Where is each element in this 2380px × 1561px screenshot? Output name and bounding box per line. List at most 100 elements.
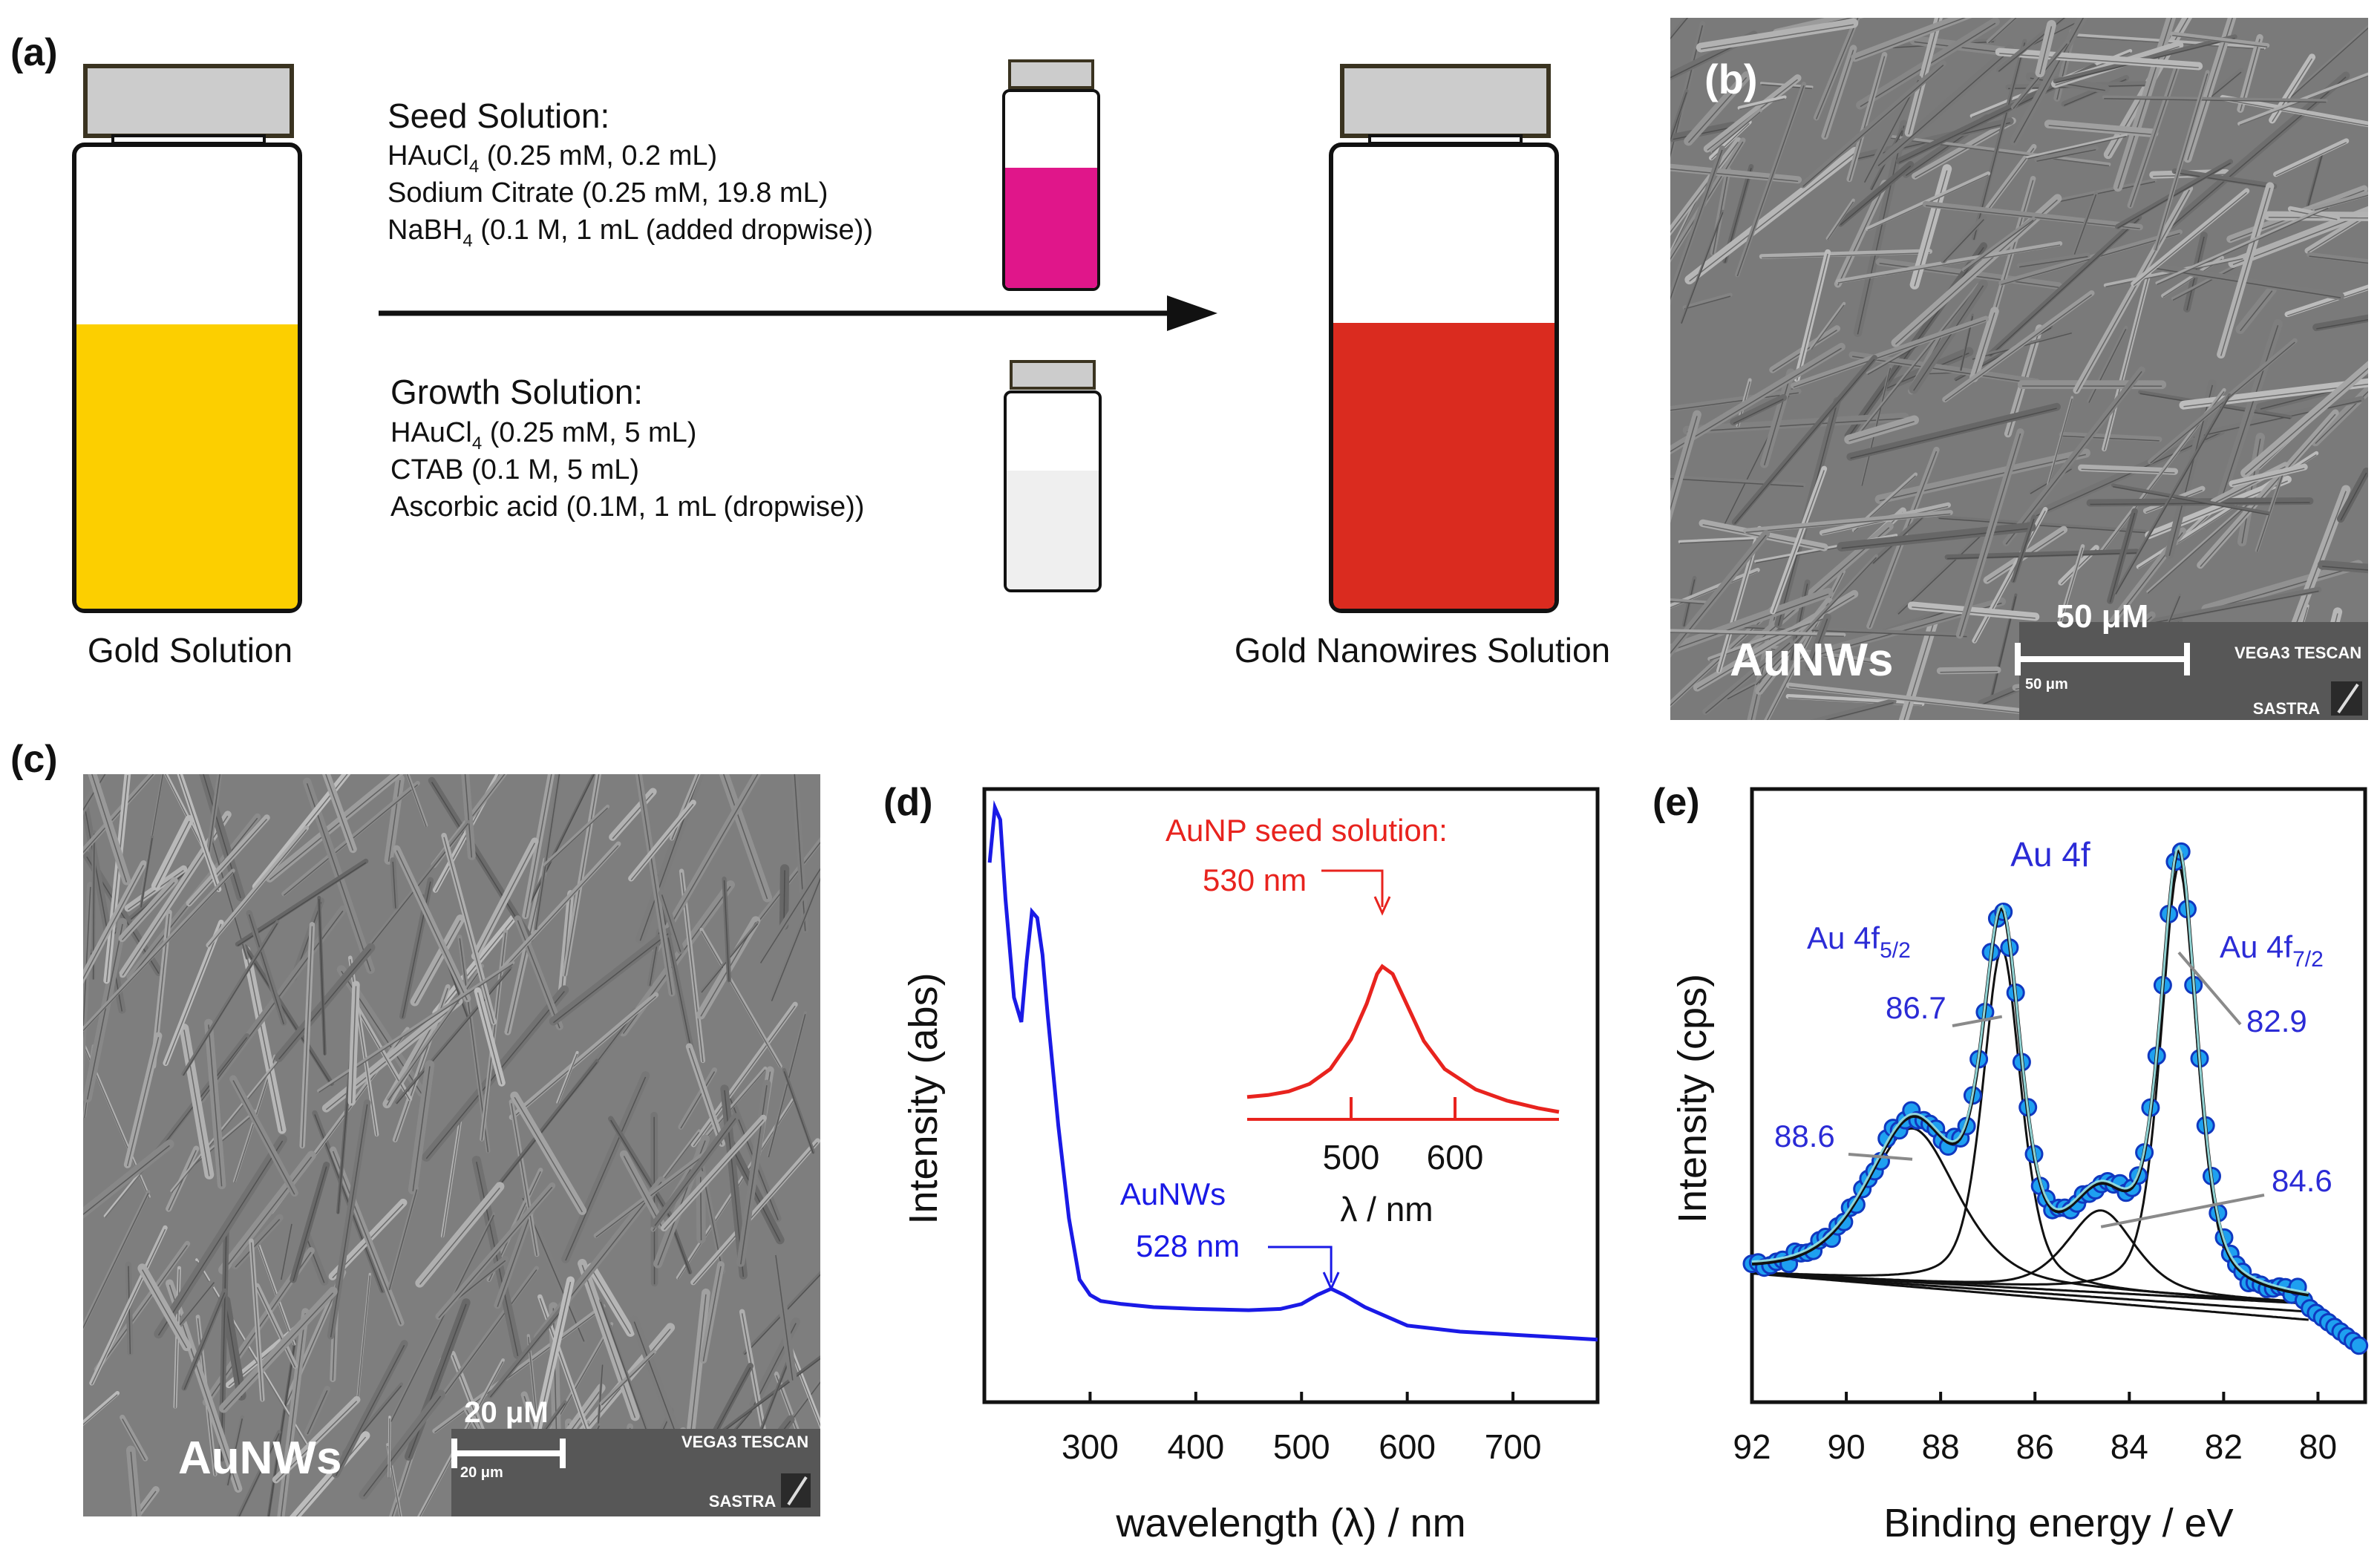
- scale-label: 50 μM: [2056, 598, 2149, 635]
- sem-streak-shadow: [1670, 192, 1701, 255]
- sem-streak-shadow: [511, 995, 657, 1119]
- sem-streak-shadow: [600, 1301, 655, 1450]
- sem-streak-shadow: [281, 1223, 292, 1280]
- sem-streak: [83, 1038, 151, 1199]
- sem-streak-shadow: [222, 1156, 313, 1272]
- sem-streak: [1809, 301, 1846, 350]
- sem-streak-shadow: [83, 871, 234, 1032]
- seed-line-3: NaBH4 (0.1 M, 1 mL (added dropwise)): [388, 215, 873, 251]
- sem-streak-shadow: [2206, 565, 2358, 612]
- peak-group-label-7-2: Au 4f7/2: [2220, 929, 2324, 972]
- sem-streak-shadow: [1915, 122, 2013, 178]
- growth-line-2: CTAB (0.1 M, 5 mL): [390, 454, 639, 485]
- sem-streak: [2336, 467, 2368, 523]
- nanowire-solution-vial: [1329, 64, 1559, 613]
- sem-streak-shadow: [2104, 98, 2327, 103]
- sem-streak-shadow: [2172, 261, 2248, 301]
- sem-streak: [274, 943, 376, 1062]
- sem-streak: [1730, 394, 1788, 426]
- sem-texture: [1670, 18, 2368, 720]
- sem-streak-shadow: [2088, 329, 2127, 403]
- sem-streak-shadow: [269, 774, 400, 880]
- sem-streak: [181, 920, 280, 1076]
- sem-streak-shadow: [435, 919, 514, 1015]
- scale-label: 20 μM: [464, 1396, 548, 1429]
- sem-streak-shadow: [1848, 56, 1886, 181]
- sem-streak-shadow: [306, 1237, 325, 1283]
- sem-streak-shadow: [2018, 255, 2088, 268]
- sem-streak-shadow: [2073, 194, 2097, 255]
- x-tick-label: 300: [1062, 1427, 1119, 1466]
- sem-streak-shadow: [1684, 295, 1731, 310]
- sem-streak: [1995, 18, 2067, 73]
- sem-streak-shadow: [1974, 510, 2046, 643]
- sem-streak: [218, 1151, 316, 1274]
- sem-streak-shadow: [1696, 595, 1855, 690]
- sem-streak: [1922, 200, 2143, 231]
- sem-streak-shadow: [2239, 75, 2368, 126]
- sem-streak-shadow: [688, 1047, 723, 1145]
- y-axis-label: Intensity (abs): [901, 972, 946, 1224]
- sem-streak: [272, 1395, 361, 1484]
- sem-streak: [236, 1430, 281, 1516]
- inset-peak-arrow-head: [1373, 896, 1391, 916]
- sem-streak-shadow: [174, 1282, 215, 1331]
- sem-streak: [94, 1240, 191, 1372]
- sem-streak-shadow: [1827, 201, 1854, 240]
- sem-streak: [410, 914, 465, 1007]
- sem-streak: [1983, 144, 2037, 214]
- sem-streak-shadow: [565, 1076, 647, 1261]
- sem-streak: [1684, 146, 1860, 285]
- sem-streak-shadow: [1808, 618, 1828, 670]
- peak-arrow-head: [1322, 1272, 1340, 1292]
- sem-streak: [2171, 168, 2278, 189]
- sem-streak: [1790, 315, 1990, 389]
- sem-streak-shadow: [1850, 408, 2057, 459]
- reaction-arrow: [379, 295, 1217, 331]
- sem-streak-shadow: [2117, 163, 2232, 229]
- sem-streak-shadow: [268, 1342, 295, 1516]
- x-axis: 300 400 500 600 700: [1062, 1392, 1541, 1466]
- sem-streak-shadow: [96, 1245, 188, 1372]
- sem-streak: [1708, 119, 1752, 161]
- sem-streak: [231, 1214, 284, 1270]
- sem-streak-shadow: [388, 1189, 418, 1291]
- sem-streak-shadow: [83, 1042, 150, 1199]
- sem-streak: [120, 1414, 148, 1462]
- sem-streak-shadow: [122, 1418, 146, 1461]
- sem-streak: [1754, 554, 1878, 686]
- sem-streak-shadow: [388, 779, 401, 863]
- sem-streak: [1909, 279, 1988, 394]
- sem-streak-shadow: [278, 948, 372, 1060]
- sem-streak-shadow: [183, 1030, 210, 1177]
- fit-envelope-cyan: [1751, 845, 2309, 1295]
- sem-streak-shadow: [1973, 42, 2026, 240]
- sem-streak-shadow: [2044, 398, 2073, 497]
- growth-title: Growth Solution:: [390, 373, 643, 411]
- scale-bar: [451, 1439, 566, 1468]
- sem-streak-shadow: [2304, 153, 2324, 217]
- sem-streak: [2237, 72, 2368, 126]
- sem-streak: [1987, 215, 2142, 357]
- inset-chart: AuNP seed solution: 530 nm 500 600 λ / nm: [1166, 813, 1560, 1228]
- sem-streak-shadow: [722, 774, 768, 900]
- sem-streak: [586, 1263, 635, 1337]
- x-axis-label: Binding energy / eV: [1883, 1501, 2233, 1545]
- background-line: [1751, 1272, 2309, 1313]
- sem-streak-shadow: [332, 1151, 402, 1325]
- sem-streak-shadow: [771, 877, 820, 1001]
- sem-streak-shadow: [760, 1361, 789, 1432]
- sem-streak-shadow: [514, 1096, 583, 1213]
- gold-solution-caption: Gold Solution: [88, 631, 292, 670]
- sem-streak-shadow: [2113, 485, 2269, 516]
- sem-streak: [2312, 314, 2368, 332]
- sem-streak-shadow: [1841, 528, 2032, 549]
- sem-streak-shadow: [356, 1275, 371, 1402]
- sem-streak-shadow: [2129, 67, 2178, 208]
- sem-streak-shadow: [307, 1390, 328, 1435]
- sem-streak: [2273, 138, 2350, 177]
- inset-peak-arrow-line: [1321, 869, 1384, 907]
- sem-streak-shadow: [2013, 518, 2035, 583]
- growth-line-1: HAuCl4 (0.25 mM, 5 mL): [390, 417, 696, 454]
- seed-line-1: HAuCl4 (0.25 mM, 0.2 mL): [388, 140, 717, 177]
